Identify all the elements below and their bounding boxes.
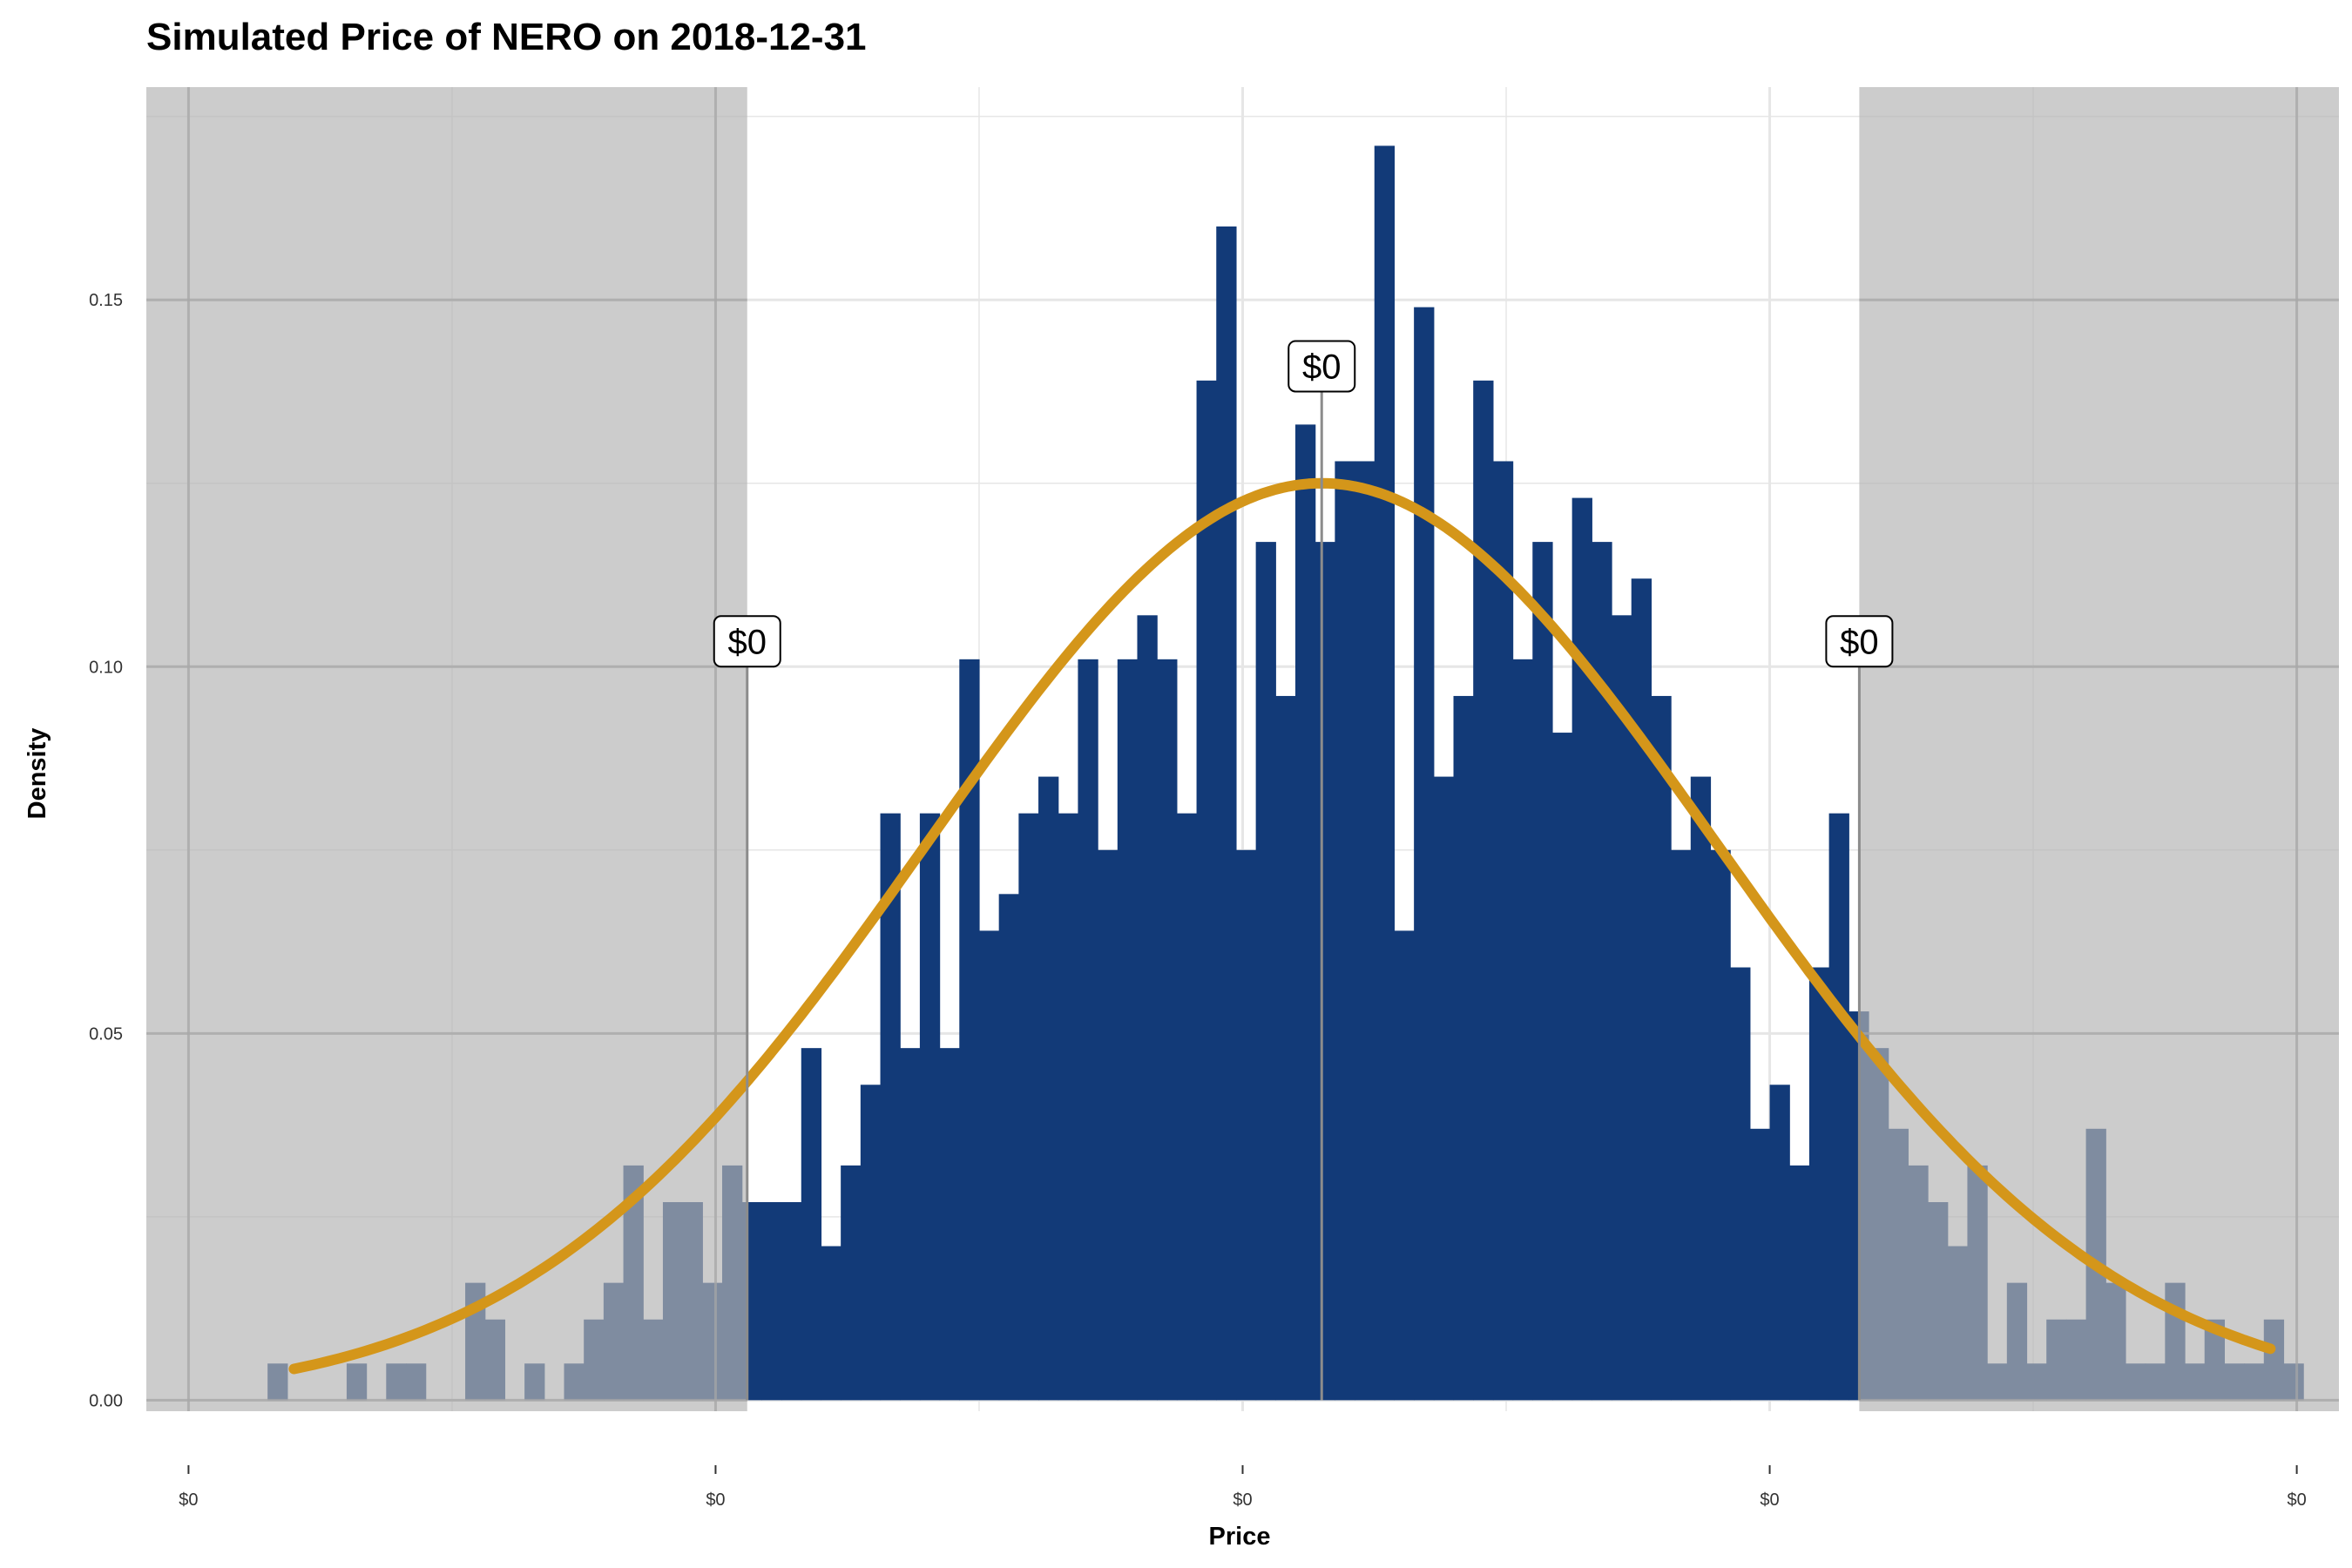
histogram-bar	[1335, 461, 1355, 1401]
histogram-bar	[1117, 659, 1139, 1401]
histogram-bar	[1275, 695, 1296, 1401]
normal-density-curve	[288, 477, 2276, 1375]
histogram-bar	[1512, 659, 1533, 1401]
histogram-bar	[821, 1246, 841, 1401]
axes: Price Density $0 $0 $0 $0 $0 0.00 0.05 0.10 0.15	[24, 291, 2307, 1551]
histogram-bar	[1078, 659, 1098, 1401]
annotations: $0 $0 $0	[713, 340, 1894, 1401]
histogram-bar	[1710, 849, 1731, 1401]
y-tick-label: 0.10	[89, 658, 123, 677]
x-tick-label: $0	[2287, 1490, 2306, 1510]
histogram-bar	[880, 813, 901, 1401]
x-tick-label: $0	[1233, 1490, 1252, 1510]
histogram-bar	[1157, 659, 1178, 1401]
shaded-region	[1859, 87, 2339, 1411]
x-tick-label: $0	[706, 1490, 725, 1510]
histogram-bar	[1394, 930, 1415, 1401]
density-curve	[288, 477, 2276, 1375]
histogram-bar	[1216, 226, 1237, 1401]
histogram-bar	[1058, 813, 1079, 1401]
annotation-box	[1825, 615, 1894, 668]
annotation-label: $0	[1302, 348, 1342, 386]
histogram-bar	[1651, 695, 1672, 1401]
annotation-box	[713, 615, 781, 668]
histogram-bar	[1473, 380, 1494, 1401]
histogram-bar	[1453, 695, 1474, 1401]
histogram-bar	[1098, 849, 1119, 1401]
histogram-bar	[1592, 542, 1612, 1401]
y-tick-label: 0.00	[89, 1391, 123, 1410]
histogram-bar	[1315, 542, 1335, 1401]
histogram-bar	[1355, 461, 1375, 1401]
histogram-bar	[978, 930, 1000, 1401]
annotation-box	[1288, 340, 1356, 393]
histogram-bar	[1730, 967, 1751, 1401]
histogram-bar	[1671, 849, 1692, 1401]
shaded-region	[146, 87, 747, 1411]
histogram-bar	[1235, 849, 1257, 1401]
histogram-bar	[1038, 776, 1059, 1401]
x-tick-label: $0	[1760, 1490, 1779, 1510]
histogram-bar	[919, 813, 941, 1401]
x-tick-label: $0	[179, 1490, 198, 1510]
histogram-bar	[1690, 776, 1712, 1401]
histogram-bar	[1749, 1128, 1771, 1401]
chart-title: Simulated Price of NERO on 2018-12-31	[146, 16, 867, 58]
histogram-bar	[1137, 615, 1158, 1401]
annotation-label: $0	[1840, 623, 1879, 661]
histogram-bar	[1018, 813, 1039, 1401]
x-axis-title: Price	[1209, 1523, 1271, 1551]
shaded-regions	[146, 87, 2339, 1411]
histogram-bar	[1769, 1085, 1790, 1401]
histogram-bar	[1612, 615, 1632, 1401]
histogram-bar	[1808, 967, 1830, 1401]
histogram-bar	[1176, 813, 1198, 1401]
histogram-bar	[959, 659, 980, 1401]
histogram-bar	[1571, 497, 1592, 1401]
histogram-bar	[1374, 145, 1396, 1401]
histogram-bar	[1551, 733, 1573, 1401]
histogram-bar	[1828, 813, 1849, 1401]
histogram-bar	[761, 1202, 782, 1401]
histogram-bar	[1295, 424, 1316, 1401]
annotation-label: $0	[728, 623, 767, 661]
histogram-bar	[939, 1048, 960, 1401]
histogram-bar	[1414, 307, 1435, 1401]
histogram-bar	[860, 1085, 882, 1401]
histogram-bar	[1196, 380, 1217, 1401]
histogram-bar	[1492, 461, 1514, 1401]
histogram-bar	[1255, 542, 1276, 1401]
histogram-bar	[998, 894, 1019, 1401]
histogram-bar	[1631, 578, 1652, 1401]
histogram-bar	[801, 1048, 822, 1401]
y-tick-label: 0.15	[89, 291, 123, 310]
y-axis-title: Density	[24, 728, 51, 820]
histogram-bar	[900, 1048, 921, 1401]
histogram-bar	[1532, 542, 1553, 1401]
y-tick-label: 0.05	[89, 1024, 123, 1044]
histogram-bar	[841, 1165, 862, 1401]
histogram-bar	[1433, 776, 1455, 1401]
histogram-bar	[781, 1202, 802, 1401]
histogram-bar	[1789, 1165, 1810, 1401]
